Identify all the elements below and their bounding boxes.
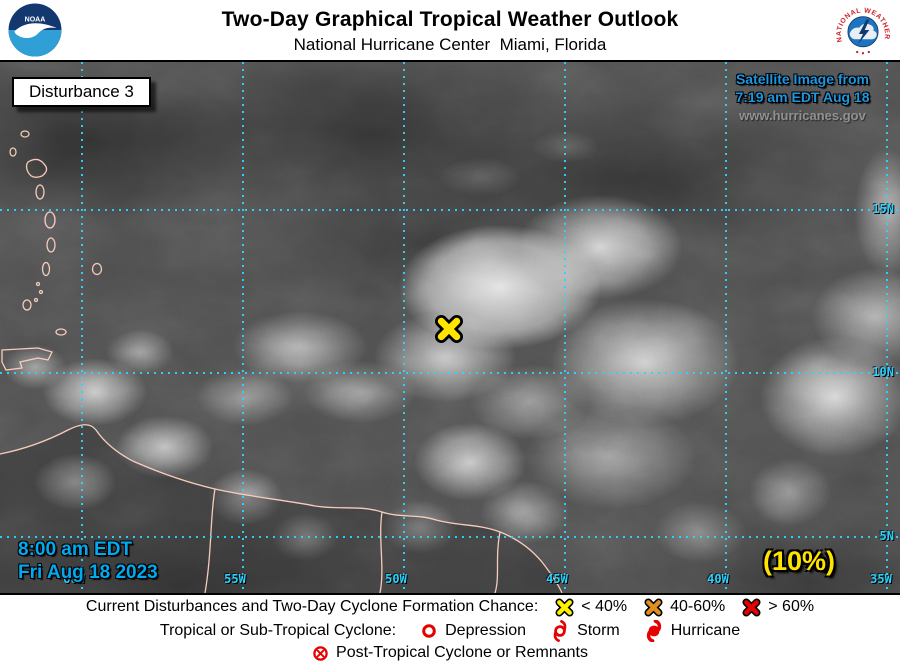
- legend-item-lt40-label: < 40%: [581, 598, 628, 616]
- legend-item-lt40: < 40%: [555, 598, 627, 617]
- satellite-info-line2: 7:19 am EDT Aug 18: [735, 89, 870, 105]
- satellite-info-line1: Satellite Image from: [735, 71, 870, 87]
- hurricane-icon: [646, 619, 661, 642]
- lat-label-15n: 15N: [872, 202, 894, 216]
- lon-label-40w: 40W: [707, 572, 729, 586]
- gridline-5n: [0, 536, 900, 538]
- satellite-info: Satellite Image from 7:19 am EDT Aug 18 …: [705, 70, 900, 125]
- legend-item-storm-label: Storm: [577, 621, 620, 639]
- legend-item-storm: Storm: [550, 619, 620, 642]
- coastlines: [0, 130, 563, 593]
- legend-item-gt60-label: > 60%: [768, 598, 815, 616]
- disturbance-label[interactable]: Disturbance 3: [12, 77, 151, 107]
- lat-label-10n: 10N: [872, 365, 894, 379]
- legend-item-depression-label: Depression: [445, 621, 527, 639]
- legend-row1-label: Current Disturbances and Two-Day Cyclone…: [85, 598, 539, 616]
- gridline-15n: [0, 209, 900, 211]
- header: NOAA Two-Day Graphical Tropical Weather …: [0, 0, 900, 62]
- legend-item-gt60: > 60%: [742, 598, 814, 617]
- satellite-texture: [0, 62, 900, 593]
- satellite-map: 60W 55W 50W 45W 40W 35W 15N 10N 5N Distu…: [0, 62, 900, 593]
- legend-row-post-tropical: Post-Tropical Cyclone or Remnants: [312, 644, 588, 662]
- legend: Current Disturbances and Two-Day Cyclone…: [0, 593, 900, 665]
- lon-label-55w: 55W: [224, 572, 246, 586]
- gridline-60w: [81, 62, 83, 593]
- gridline-35w: [886, 62, 888, 593]
- formation-chance-percent: (10%): [763, 546, 836, 576]
- lat-label-5n: 5N: [879, 529, 894, 543]
- page-title: Two-Day Graphical Tropical Weather Outlo…: [221, 8, 679, 31]
- legend-row-formation-chance: Current Disturbances and Two-Day Cyclone…: [86, 598, 814, 617]
- noaa-logo: NOAA: [8, 3, 62, 57]
- legend-item-post-tropical: Post-Tropical Cyclone or Remnants: [312, 644, 588, 662]
- legend-item-40-60-label: 40-60%: [670, 598, 726, 616]
- legend-item-depression: Depression: [420, 622, 526, 640]
- lon-label-35w: 35W: [870, 572, 892, 586]
- gridline-10n: [0, 372, 900, 374]
- nws-logo: NATIONAL WEATHER SERVICE: [834, 1, 892, 59]
- tropical-storm-icon: [553, 619, 567, 642]
- issued-date: Fri Aug 18 2023: [18, 562, 158, 583]
- website-watermark: www.hurricanes.gov: [739, 108, 866, 123]
- noaa-logo-text: NOAA: [25, 16, 46, 23]
- gridline-45w: [564, 62, 566, 593]
- yellow-x-icon: [555, 598, 574, 617]
- red-x-icon: [742, 598, 761, 617]
- legend-row-cyclone-types: Tropical or Sub-Tropical Cyclone: Depres…: [159, 619, 741, 642]
- gridline-55w: [242, 62, 244, 593]
- legend-row2-label: Tropical or Sub-Tropical Cyclone:: [159, 621, 397, 639]
- gridline-50w: [403, 62, 405, 593]
- page-subtitle: National Hurricane Center Miami, Florida: [293, 35, 607, 54]
- lon-label-50w: 50W: [385, 572, 407, 586]
- gridline-40w: [725, 62, 727, 593]
- header-titles: Two-Day Graphical Tropical Weather Outlo…: [0, 0, 900, 55]
- legend-item-hurricane-label: Hurricane: [670, 621, 741, 639]
- lightning-icon: [857, 19, 870, 45]
- circle-x-icon: [313, 646, 328, 661]
- legend-item-hurricane: Hurricane: [644, 619, 741, 642]
- orange-x-icon: [644, 598, 663, 617]
- legend-item-40-60: 40-60%: [644, 598, 725, 617]
- lon-label-60w: 60W: [63, 572, 85, 586]
- disturbance-x-marker[interactable]: [435, 315, 463, 343]
- depression-icon: [422, 623, 436, 638]
- legend-item-post-tropical-label: Post-Tropical Cyclone or Remnants: [336, 644, 588, 662]
- issued-timestamp: 8:00 am EDT Fri Aug 18 2023: [18, 538, 158, 584]
- lon-label-45w: 45W: [546, 572, 568, 586]
- issued-time: 8:00 am EDT: [18, 539, 133, 560]
